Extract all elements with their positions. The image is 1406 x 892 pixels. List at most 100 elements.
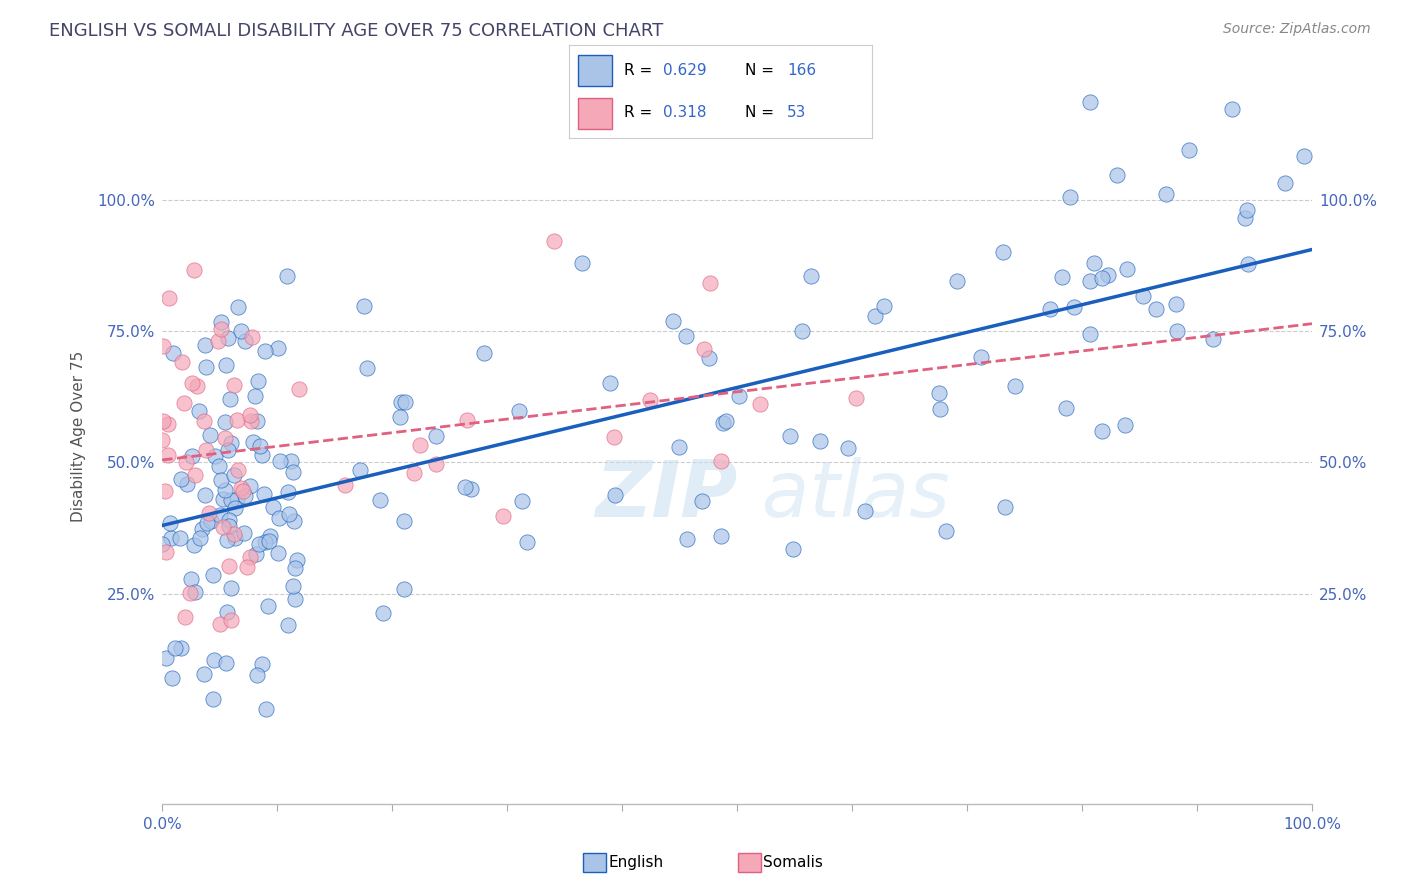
Point — [253, 343, 276, 358]
Point — [250, 657, 273, 671]
Point — [240, 414, 263, 428]
Point — [214, 431, 236, 445]
Point — [779, 429, 801, 443]
Point — [602, 430, 624, 444]
Point — [371, 606, 394, 620]
Point — [247, 375, 270, 389]
Y-axis label: Disability Age Over 75: Disability Age Over 75 — [72, 351, 86, 522]
Point — [728, 389, 751, 403]
Point — [211, 491, 233, 506]
Point — [250, 448, 273, 462]
Text: 0.318: 0.318 — [664, 105, 707, 120]
Point — [214, 483, 236, 497]
Text: 0.629: 0.629 — [664, 62, 707, 78]
Text: N =: N = — [745, 105, 783, 120]
Point — [935, 524, 957, 538]
Text: English: English — [609, 855, 664, 870]
Point — [257, 599, 280, 613]
Point — [425, 429, 447, 443]
Point — [845, 391, 868, 405]
Point — [1132, 289, 1154, 303]
Point — [283, 514, 305, 528]
Point — [232, 484, 254, 499]
Point — [284, 592, 307, 607]
Point — [157, 448, 180, 462]
Point — [254, 702, 277, 716]
Point — [198, 507, 221, 521]
Point — [808, 434, 831, 448]
Point — [1144, 301, 1167, 316]
Point — [1178, 143, 1201, 157]
Point — [208, 459, 231, 474]
Point — [222, 527, 245, 541]
Point — [207, 334, 229, 349]
Point — [1202, 332, 1225, 346]
Point — [1054, 401, 1077, 415]
Point — [193, 666, 215, 681]
Point — [928, 402, 950, 417]
Point — [202, 653, 225, 667]
Point — [217, 443, 239, 458]
Point — [370, 493, 392, 508]
Point — [157, 291, 180, 305]
Point — [389, 394, 412, 409]
Point — [675, 329, 697, 343]
Point — [994, 500, 1017, 514]
Point — [516, 535, 538, 549]
Point — [790, 325, 813, 339]
Point — [599, 376, 621, 391]
Point — [214, 656, 236, 670]
Point — [180, 449, 202, 463]
Point — [239, 409, 262, 423]
Point — [262, 500, 284, 515]
Point — [1004, 378, 1026, 392]
Point — [259, 529, 281, 543]
Point — [173, 396, 195, 410]
Point — [991, 245, 1014, 260]
Point — [201, 692, 224, 706]
Point — [392, 582, 415, 597]
Point — [1166, 324, 1188, 338]
Point — [155, 545, 177, 559]
Point — [249, 439, 271, 453]
Point — [183, 262, 205, 277]
Point — [163, 640, 186, 655]
Point — [267, 545, 290, 559]
Point — [1274, 176, 1296, 190]
Point — [349, 463, 371, 477]
Point — [404, 466, 426, 480]
Point — [1078, 327, 1101, 342]
Point — [277, 618, 299, 632]
Point — [409, 437, 432, 451]
Point — [863, 309, 886, 323]
Point — [172, 355, 194, 369]
Point — [425, 457, 447, 471]
Point — [837, 441, 859, 455]
Point — [245, 667, 267, 681]
Point — [492, 509, 515, 524]
Point — [1052, 269, 1074, 284]
Point — [162, 672, 184, 686]
Point — [267, 341, 290, 355]
Point — [603, 488, 626, 502]
Point — [1114, 417, 1136, 432]
Point — [278, 507, 301, 521]
Text: atlas: atlas — [737, 457, 950, 533]
Point — [209, 616, 232, 631]
Point — [215, 358, 238, 372]
Point — [195, 516, 218, 531]
Point — [800, 268, 823, 283]
Point — [928, 385, 950, 400]
Point — [662, 313, 685, 327]
Point — [284, 561, 307, 575]
Point — [1105, 168, 1128, 182]
Point — [235, 560, 257, 574]
Point — [233, 489, 256, 503]
Point — [253, 535, 276, 549]
Point — [160, 531, 183, 545]
Point — [247, 537, 270, 551]
Point — [195, 443, 218, 458]
Text: ZIP: ZIP — [595, 457, 737, 533]
Point — [1236, 203, 1258, 218]
Point — [169, 531, 191, 545]
